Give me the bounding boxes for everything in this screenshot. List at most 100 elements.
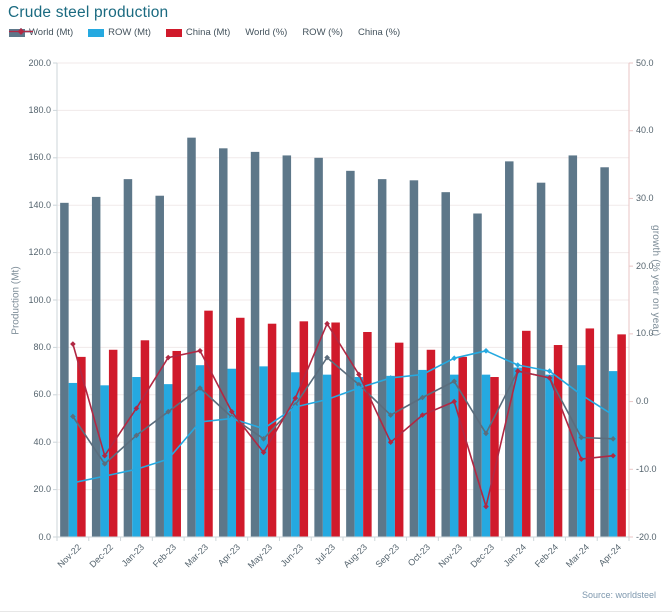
point-china-pct (483, 503, 489, 510)
bar-china-mt (140, 340, 150, 537)
bar-china-mt (394, 342, 404, 537)
bar-series-group (60, 137, 626, 538)
y-axis-right-tick: -10.0 (636, 463, 657, 474)
y-axis-left-tick: 80.0 (33, 341, 51, 352)
legend-label: ROW (Mt) (108, 27, 151, 38)
point-world-pct (578, 434, 585, 441)
bar-world-mt (441, 192, 450, 538)
point-row-pct (324, 396, 330, 403)
bar-world-mt (473, 213, 482, 537)
point-china-pct (578, 456, 585, 462)
point-row-pct (228, 415, 235, 422)
legend-item-china-mt[interactable]: China (Mt) (165, 27, 230, 38)
legend-line-marker (17, 28, 25, 35)
legend-label: ROW (%) (302, 27, 343, 38)
point-world-pct (133, 432, 140, 439)
point-china-pct (70, 341, 76, 347)
point-row-pct (387, 375, 394, 381)
bar-row-mt (132, 377, 141, 537)
point-world-pct (356, 381, 362, 388)
bar-world-mt (155, 195, 164, 537)
y-axis-right-tick: -20.0 (636, 531, 657, 542)
point-row-pct (419, 371, 426, 378)
y-axis-left-tick: 40.0 (33, 436, 51, 447)
point-world-pct (197, 385, 203, 391)
bar-china-mt (490, 377, 499, 537)
y-axis-right-tick: 10.0 (636, 328, 654, 339)
bar-world-mt (60, 202, 69, 537)
line-series-china-pct (70, 320, 616, 510)
y-axis-right-title: growth (% year on year) (650, 225, 661, 337)
bar-china-mt (204, 310, 213, 537)
point-china-pct (419, 412, 426, 418)
bar-world-mt (568, 155, 578, 537)
bar-world-mt (536, 182, 546, 537)
point-row-pct (483, 347, 489, 354)
legend-bar-swatch-row-mt (88, 28, 105, 37)
page-title: Crude steel production (8, 4, 169, 21)
legend-bar-swatch-world-mt (9, 28, 25, 37)
point-china-pct (451, 398, 458, 405)
legend-item-china-pct[interactable]: China (%) (9, 27, 400, 38)
bar-row-mt (322, 374, 332, 537)
bar-row-mt (386, 375, 395, 537)
line-series-world-pct (70, 354, 616, 467)
bar-world-mt (409, 180, 419, 537)
bar-world-mt (91, 196, 101, 537)
y-axis-left-tick: 200.0 (28, 57, 51, 68)
legend-item-world-mt[interactable]: World (Mt) (9, 27, 73, 38)
bar-row-mt (449, 374, 459, 537)
bar-world-mt (600, 167, 609, 537)
bar-row-mt (195, 365, 205, 537)
bar-china-mt (77, 356, 86, 537)
bar-world-mt (219, 148, 228, 537)
point-world-pct (101, 461, 108, 467)
bar-china-mt (458, 356, 467, 537)
bar-row-mt (68, 382, 78, 537)
bar-row-mt (354, 377, 364, 537)
y-axis-left-tick: 100.0 (28, 294, 51, 305)
y-axis-left-tick: 0.0 (38, 531, 51, 542)
gridlines (57, 62, 629, 491)
point-china-pct (292, 395, 299, 401)
point-row-pct (514, 362, 521, 368)
bar-world-mt (377, 179, 387, 537)
bar-china-mt (617, 334, 626, 537)
point-row-pct (197, 419, 203, 425)
legend-bar-swatch-china-mt (165, 28, 182, 37)
point-world-pct (419, 394, 426, 401)
y-axis-left-tick: 20.0 (33, 484, 51, 495)
bar-china-mt (299, 321, 309, 537)
point-world-pct (483, 430, 489, 437)
point-world-pct (387, 412, 394, 418)
bar-world-mt (187, 137, 196, 537)
legend-label: World (%) (245, 27, 288, 38)
legend-item-row-mt[interactable]: ROW (Mt) (88, 27, 151, 38)
bar-china-mt (553, 345, 563, 537)
point-world-pct (260, 436, 267, 442)
point-row-pct (356, 385, 362, 391)
point-row-pct (165, 456, 172, 462)
bar-china-mt (331, 322, 340, 537)
bar-world-mt (282, 155, 292, 537)
y-axis-right-tick: 40.0 (636, 125, 654, 136)
bar-world-mt (505, 161, 514, 538)
y-axis-left-tick: 160.0 (28, 152, 51, 163)
bar-row-mt (481, 374, 491, 537)
point-china-pct (165, 354, 172, 361)
legend-label: World (Mt) (29, 27, 74, 38)
bar-china-mt (522, 330, 531, 537)
bar-row-mt (545, 374, 554, 537)
bar-row-mt (513, 367, 523, 537)
bar-row-mt (577, 365, 586, 537)
line-series-group (70, 320, 616, 510)
bar-world-mt (123, 179, 133, 537)
point-world-pct (165, 408, 172, 415)
point-world-pct (451, 378, 458, 385)
point-row-pct (101, 473, 108, 479)
y-axis-right-tick: 20.0 (636, 260, 654, 271)
bar-world-mt (314, 157, 323, 538)
point-row-pct (610, 412, 616, 418)
point-row-pct (260, 425, 267, 432)
